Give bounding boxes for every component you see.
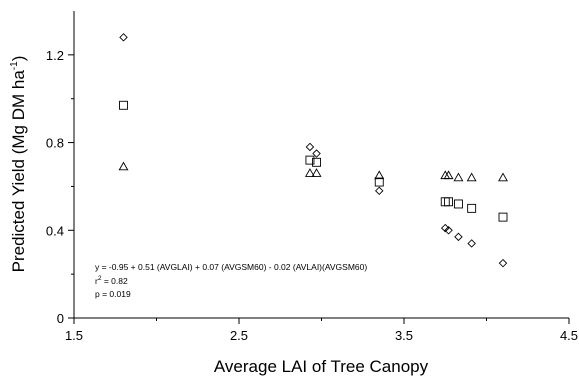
regression-equation: y = -0.95 + 0.51 (AVGLAI) + 0.07 (AVGSM6… bbox=[95, 262, 367, 272]
x-tick-label: 3.5 bbox=[395, 328, 413, 343]
diamond-point bbox=[441, 223, 450, 233]
y-tick-label: 0 bbox=[57, 311, 64, 326]
square-point bbox=[305, 155, 315, 165]
r-squared-superscript: 2 bbox=[98, 275, 102, 282]
square-point bbox=[444, 197, 453, 207]
triangle-point bbox=[453, 172, 464, 182]
triangle-point bbox=[311, 168, 322, 177]
axis-ticks: 1.5 2.5 3.5 4.5 0 0.4 0.8 1.2 bbox=[46, 48, 578, 343]
y-axis-title-main: Predicted Yield (Mg DM ha bbox=[9, 70, 28, 273]
diamond-point bbox=[119, 33, 128, 42]
p-value: p = 0.019 bbox=[95, 289, 131, 299]
square-point bbox=[119, 100, 128, 110]
y-axis-title-superscript: -1 bbox=[9, 61, 20, 70]
y-tick-label: 1.2 bbox=[46, 48, 64, 63]
x-axis-title: Average LAI of Tree Canopy bbox=[214, 357, 429, 376]
square-point bbox=[467, 203, 477, 213]
square-point bbox=[374, 177, 384, 187]
triangle-point bbox=[304, 168, 315, 177]
triangle-point bbox=[443, 170, 454, 180]
diamond-point bbox=[444, 226, 453, 235]
y-tick-label: 0.4 bbox=[46, 223, 64, 238]
diamond-point bbox=[454, 232, 463, 242]
y-tick-label: 0.8 bbox=[46, 136, 64, 151]
regression-annotation: y = -0.95 + 0.51 (AVGLAI) + 0.07 (AVGSM6… bbox=[95, 262, 367, 299]
square-point bbox=[454, 199, 463, 209]
diamond-point bbox=[305, 142, 315, 152]
x-tick-label: 4.5 bbox=[560, 328, 578, 343]
r-squared-value: = 0.82 bbox=[101, 276, 128, 286]
triangle-point bbox=[118, 161, 129, 171]
triangle-point bbox=[466, 172, 477, 182]
diamond-point bbox=[375, 186, 384, 196]
triangle-point bbox=[498, 172, 508, 182]
triangle-point bbox=[374, 170, 385, 180]
r-squared: r2 = 0.82 bbox=[95, 275, 128, 286]
diamond-point bbox=[312, 149, 321, 158]
square-point bbox=[312, 157, 321, 167]
data-points bbox=[118, 33, 508, 268]
x-tick-label: 1.5 bbox=[65, 328, 83, 343]
y-axis-title: Predicted Yield (Mg DM ha-1) bbox=[9, 56, 28, 273]
diamond-point bbox=[498, 258, 508, 268]
x-tick-label: 2.5 bbox=[230, 328, 248, 343]
square-point bbox=[498, 212, 508, 222]
y-axis-title-end: ) bbox=[9, 56, 28, 62]
r-squared-prefix: r bbox=[95, 276, 98, 286]
square-point bbox=[440, 197, 450, 207]
diamond-point bbox=[467, 239, 476, 248]
